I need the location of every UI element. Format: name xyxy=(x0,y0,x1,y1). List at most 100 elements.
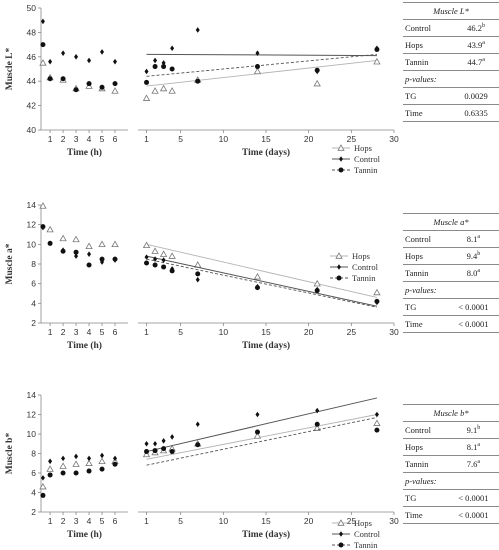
legend-label-control: Control xyxy=(354,529,381,539)
data-point-hops xyxy=(85,459,93,466)
data-point-control xyxy=(315,407,320,414)
x-tick-label: 1 xyxy=(144,516,149,526)
x-tick-label: 5 xyxy=(178,134,183,144)
data-point-control xyxy=(153,440,158,447)
data-point-control xyxy=(87,251,92,257)
x-tick-label: 25 xyxy=(347,327,357,337)
x-tick-label: 30 xyxy=(389,327,399,337)
pvalue-value: < 0.0001 xyxy=(458,302,489,312)
value-text: 8.1 xyxy=(466,234,478,244)
value-text: 43.9 xyxy=(467,40,483,50)
x-tick-label: 2 xyxy=(61,134,66,144)
table-row-value: 8.0a xyxy=(448,265,499,282)
x-axis-label: Time (days) xyxy=(242,529,290,540)
significance-letter: a xyxy=(477,268,481,275)
y-tick-label: 2 xyxy=(31,507,36,517)
pvalue-label: TG xyxy=(405,302,417,312)
data-point-hops xyxy=(111,240,119,248)
data-point-control xyxy=(48,458,53,465)
data-point-tannin xyxy=(169,449,175,455)
data-point-control xyxy=(61,455,66,462)
data-point-tannin xyxy=(152,262,158,268)
significance-letter: b xyxy=(482,23,486,30)
x-tick-label: 3 xyxy=(74,134,79,144)
data-point-hops xyxy=(142,94,151,101)
stats-table-b: Muscle b* Control 9.1b Hops 8.1a Tannin 7.6a p-… xyxy=(403,404,499,524)
value-text: 46.2 xyxy=(467,23,483,33)
data-point-tannin xyxy=(47,76,53,82)
x-tick-label: 10 xyxy=(219,134,229,144)
pvalue-label: Time xyxy=(405,108,423,118)
data-point-hops xyxy=(59,234,67,242)
data-point-hops xyxy=(253,272,262,280)
x-tick-label: 20 xyxy=(304,516,314,526)
y-tick-label: 8 xyxy=(31,259,36,269)
x-tick-label: 20 xyxy=(304,327,314,337)
data-point-tannin xyxy=(161,64,167,70)
significance-letter: a xyxy=(482,40,485,47)
data-point-control xyxy=(74,453,79,460)
data-point-tannin xyxy=(60,76,66,82)
table-header: Muscle b* xyxy=(433,408,469,418)
table-row-label: Control xyxy=(405,23,431,33)
x-tick-label: 2 xyxy=(61,327,66,337)
data-point-tannin xyxy=(195,78,201,84)
data-point-hops xyxy=(373,419,381,426)
trend-line-hops xyxy=(146,243,378,298)
legend-label-hops: Hops xyxy=(352,251,370,261)
table-row-label: Hops xyxy=(405,40,423,50)
stats-table-L: Muscle L* Control 46.2b Hops 43.9a Tannin 44.7… xyxy=(403,2,499,122)
data-point-hops xyxy=(85,242,93,250)
pvalue-value: 0.6335 xyxy=(464,108,488,118)
y-tick-label: 4 xyxy=(31,488,36,498)
significance-letter: b xyxy=(477,425,481,432)
data-point-control xyxy=(144,254,149,260)
data-point-hops xyxy=(373,57,381,65)
pvalue-value: 0.0029 xyxy=(464,91,488,101)
data-point-tannin xyxy=(40,224,46,230)
data-point-control xyxy=(100,452,105,459)
x-tick-label: 4 xyxy=(87,327,92,337)
data-point-tannin xyxy=(47,240,53,246)
table-header: Muscle a* xyxy=(433,217,469,227)
data-point-hops xyxy=(98,240,106,248)
data-point-control xyxy=(170,434,175,440)
data-point-tannin xyxy=(73,87,79,93)
data-point-control xyxy=(61,50,66,56)
data-point-tannin xyxy=(99,466,105,472)
legend-marker-tannin xyxy=(336,275,342,281)
value-text: 44.7 xyxy=(467,57,483,67)
x-tick-label: 30 xyxy=(389,134,399,144)
trend-line-control xyxy=(146,53,377,57)
table-row-value: 9.1b xyxy=(448,422,499,439)
x-tick-label: 2 xyxy=(61,516,66,526)
table-row-label: Tannin xyxy=(405,268,429,278)
y-tick-label: 10 xyxy=(27,429,37,439)
x-tick-label: 10 xyxy=(219,516,229,526)
x-tick-label: 1 xyxy=(144,327,149,337)
table-row-label: Control xyxy=(405,234,431,244)
y-tick-label: 14 xyxy=(27,390,37,400)
data-point-hops xyxy=(39,202,47,209)
data-point-control xyxy=(255,411,260,418)
data-point-control xyxy=(374,411,379,418)
table-row-label: Tannin xyxy=(405,459,429,469)
x-tick-label: 5 xyxy=(100,516,105,526)
table-row-label: Control xyxy=(405,425,431,435)
data-point-hops xyxy=(39,59,47,66)
data-point-tannin xyxy=(161,264,167,270)
data-point-tannin xyxy=(112,81,118,87)
pvalue-value: < 0.0001 xyxy=(458,493,489,503)
table-row-value: 43.9a xyxy=(453,37,499,54)
pvalue-value: < 0.0001 xyxy=(458,510,489,520)
x-tick-label: 25 xyxy=(347,134,357,144)
table-row-value: 46.2b xyxy=(453,20,499,37)
x-axis-label: Time (h) xyxy=(67,340,102,351)
x-tick-label: 10 xyxy=(219,327,229,337)
data-point-hops xyxy=(313,79,321,87)
data-point-hops xyxy=(46,225,54,233)
x-tick-label: 20 xyxy=(304,134,314,144)
data-point-control xyxy=(100,49,105,55)
